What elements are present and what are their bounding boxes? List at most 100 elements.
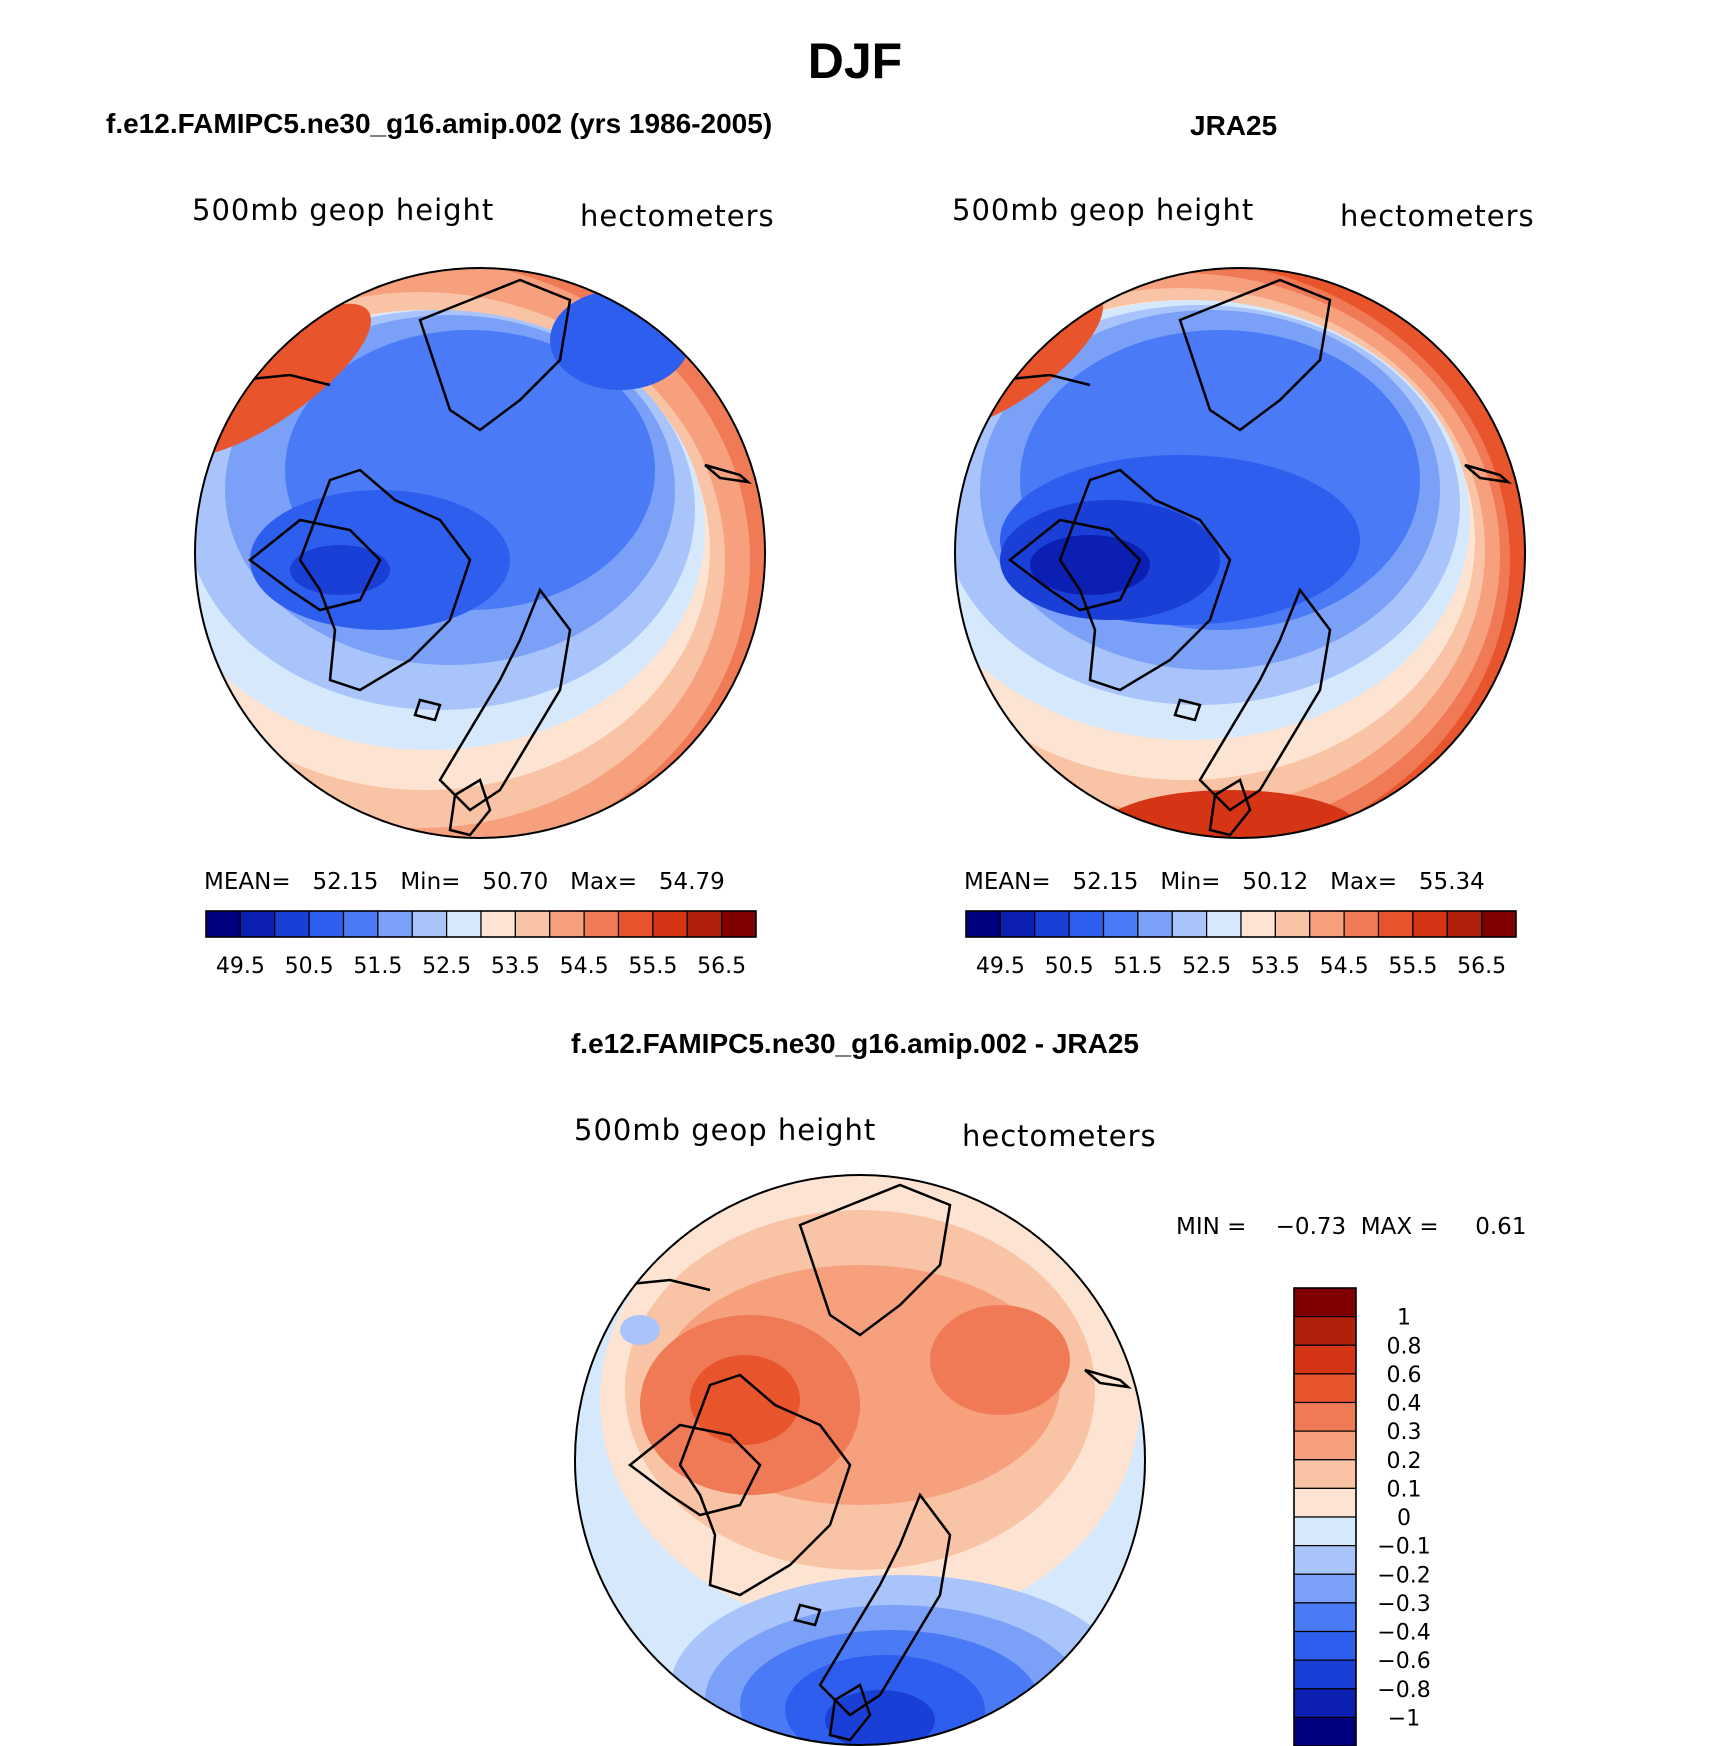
diff-colorbar-label: −0.2 bbox=[1377, 1563, 1430, 1588]
diff-colorbar-box bbox=[1293, 1373, 1357, 1404]
diff-colorbar-box bbox=[1293, 1487, 1357, 1518]
obs-colorbar-box bbox=[1309, 910, 1345, 938]
figure-title: DJF bbox=[807, 33, 903, 89]
obs-colorbar-box bbox=[1274, 910, 1311, 938]
obs-colorbar-box bbox=[1171, 910, 1208, 938]
obs-max-label: Max= bbox=[1330, 869, 1397, 895]
diff-variable-label: 500mb geop height bbox=[574, 1113, 877, 1147]
obs-colorbar-box bbox=[1240, 910, 1276, 938]
model-mean-value: 52.15 bbox=[312, 869, 379, 895]
diff-colorbar-box bbox=[1293, 1716, 1357, 1746]
diff-colorbar-label: 0 bbox=[1397, 1506, 1411, 1531]
model-colorbar-box bbox=[652, 910, 688, 938]
diff-minmax: MIN = −0.73 MAX = 0.61 bbox=[1176, 1214, 1527, 1240]
diff-colorbar-label: 0.3 bbox=[1387, 1420, 1422, 1445]
model-colorbar-box bbox=[411, 910, 448, 938]
model-colorbar-box bbox=[721, 910, 757, 938]
obs-colorbar-box bbox=[1034, 910, 1070, 938]
diff-colorbar-box bbox=[1293, 1401, 1357, 1432]
diff-colorbar-label: 0.4 bbox=[1387, 1392, 1422, 1417]
diff-colorbar-label: −0.4 bbox=[1377, 1621, 1430, 1646]
obs-colorbar-box bbox=[1446, 910, 1483, 938]
diff-colorbar-box bbox=[1293, 1602, 1357, 1633]
obs-colorbar-box bbox=[1068, 910, 1105, 938]
model-colorbar-box bbox=[686, 910, 723, 938]
model-stats: MEAN= 52.15 Min= 50.70 Max= 54.79 bbox=[204, 869, 725, 895]
diff-panel-title: f.e12.FAMIPC5.ne30_g16.amip.002 - JRA25 bbox=[570, 1028, 1140, 1059]
model-colorbar-box bbox=[377, 910, 413, 938]
obs-colorbar-label: 53.5 bbox=[1251, 954, 1300, 979]
obs-min-value: 50.12 bbox=[1242, 869, 1309, 895]
model-colorbar-label: 51.5 bbox=[353, 954, 402, 979]
model-coastlines bbox=[239, 278, 752, 837]
diff-colorbar-box bbox=[1293, 1630, 1357, 1661]
obs-colorbar-box bbox=[1102, 910, 1139, 938]
model-min-label: Min= bbox=[400, 869, 461, 895]
diff-map-border bbox=[574, 1174, 1146, 1746]
obs-mean-value: 52.15 bbox=[1072, 869, 1139, 895]
model-colorbar-label: 53.5 bbox=[491, 954, 540, 979]
diff-colorbar-label: −0.8 bbox=[1377, 1678, 1430, 1703]
obs-colorbar: 49.5 50.5 51.5 52.5 53.5 54.5 55.5 56.5 bbox=[965, 910, 1517, 979]
obs-colorbar-box bbox=[1412, 910, 1448, 938]
model-colorbar-box bbox=[239, 910, 276, 938]
model-units-label: hectometers bbox=[580, 199, 775, 233]
obs-colorbar-box bbox=[999, 910, 1036, 938]
obs-colorbar-box bbox=[1481, 910, 1517, 938]
diff-colorbar-box bbox=[1293, 1459, 1357, 1489]
diff-colorbar-box bbox=[1293, 1430, 1357, 1461]
model-min-value: 50.70 bbox=[482, 869, 549, 895]
obs-variable-label: 500mb geop height bbox=[952, 193, 1255, 227]
diff-colorbar-label: 0.6 bbox=[1387, 1363, 1422, 1388]
obs-colorbar-label: 49.5 bbox=[976, 954, 1025, 979]
diff-colorbar-box bbox=[1293, 1344, 1357, 1375]
model-max-value: 54.79 bbox=[658, 869, 725, 895]
model-variable-label: 500mb geop height bbox=[192, 193, 495, 227]
obs-colorbar-label: 51.5 bbox=[1113, 954, 1162, 979]
obs-colorbar-box bbox=[965, 910, 1001, 938]
obs-colorbar-box bbox=[1343, 910, 1380, 938]
diff-map bbox=[574, 1174, 1146, 1746]
model-colorbar: 49.5 50.5 51.5 52.5 53.5 54.5 55.5 56.5 bbox=[205, 910, 757, 979]
model-colorbar-box bbox=[549, 910, 585, 938]
obs-stats: MEAN= 52.15 Min= 50.12 Max= 55.34 bbox=[964, 869, 1485, 895]
model-colorbar-box bbox=[480, 910, 516, 938]
obs-colorbar-label: 56.5 bbox=[1457, 954, 1506, 979]
obs-units-label: hectometers bbox=[1340, 199, 1535, 233]
model-colorbar-box bbox=[308, 910, 345, 938]
diff-colorbar-box bbox=[1293, 1545, 1357, 1575]
diff-colorbar-label: −0.6 bbox=[1377, 1649, 1430, 1674]
obs-panel-title: JRA25 bbox=[1190, 110, 1278, 141]
model-colorbar-box bbox=[274, 910, 310, 938]
model-mean-label: MEAN= bbox=[204, 869, 291, 895]
obs-min-label: Min= bbox=[1160, 869, 1221, 895]
model-colorbar-label: 54.5 bbox=[560, 954, 609, 979]
obs-mean-label: MEAN= bbox=[964, 869, 1051, 895]
diff-units-label: hectometers bbox=[962, 1119, 1157, 1153]
diff-colorbar-label: 0.8 bbox=[1387, 1334, 1422, 1359]
obs-colorbar-box bbox=[1206, 910, 1242, 938]
model-colorbar-box bbox=[446, 910, 482, 938]
obs-colorbar-label: 50.5 bbox=[1045, 954, 1094, 979]
obs-colorbar-label: 54.5 bbox=[1320, 954, 1369, 979]
model-colorbar-label: 49.5 bbox=[216, 954, 265, 979]
diff-colorbar-label: −0.3 bbox=[1377, 1592, 1430, 1617]
model-colorbar-box bbox=[617, 910, 654, 938]
model-colorbar-label: 56.5 bbox=[697, 954, 746, 979]
obs-map bbox=[954, 267, 1526, 839]
model-panel-title: f.e12.FAMIPC5.ne30_g16.amip.002 (yrs 198… bbox=[106, 108, 773, 139]
diff-colorbar-label: −0.1 bbox=[1377, 1535, 1430, 1560]
model-colorbar-box bbox=[583, 910, 620, 938]
diff-coastlines bbox=[619, 1183, 1132, 1742]
model-map bbox=[194, 267, 766, 839]
obs-max-value: 55.34 bbox=[1418, 869, 1485, 895]
diff-colorbar-label: 0.1 bbox=[1387, 1477, 1422, 1502]
model-max-label: Max= bbox=[570, 869, 637, 895]
diff-colorbar: 1 0.8 0.6 0.4 0.3 0.2 0.1 0 −0.1 −0.2 −0.3 −0.4 −0.6… bbox=[1293, 1287, 1431, 1746]
diff-colorbar-box bbox=[1293, 1316, 1357, 1346]
model-map-border bbox=[194, 267, 766, 839]
diff-colorbar-box bbox=[1293, 1287, 1357, 1318]
diff-colorbar-label: 1 bbox=[1397, 1306, 1411, 1331]
diff-colorbar-label: 0.2 bbox=[1387, 1449, 1422, 1474]
